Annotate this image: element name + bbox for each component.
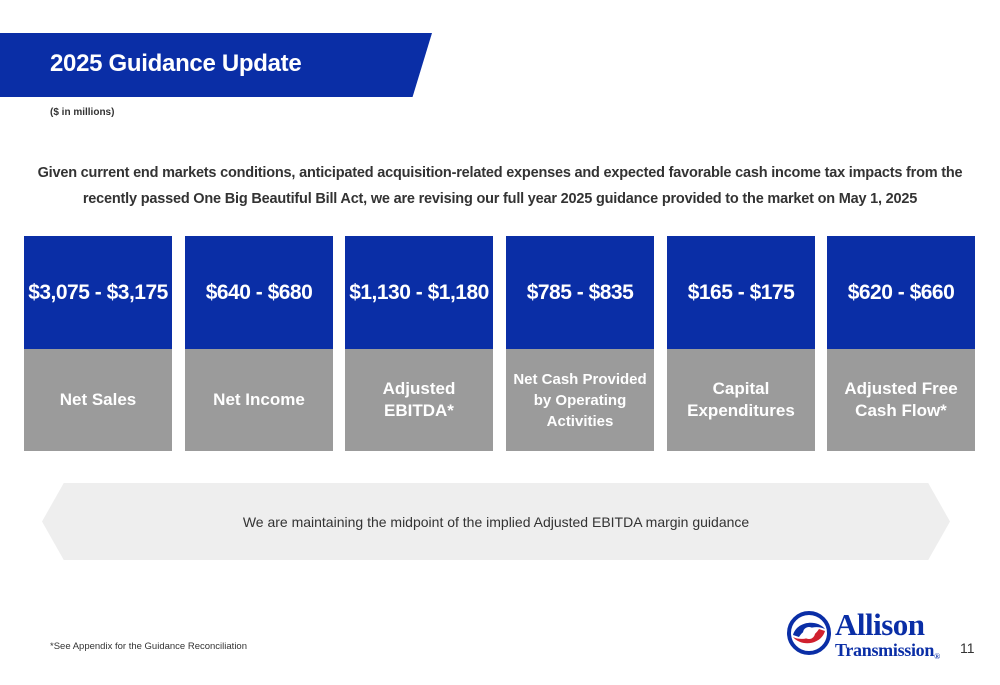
card-value: $3,075 - $3,175 xyxy=(24,236,172,349)
logo-wordmark-line2-text: Transmission xyxy=(835,640,935,660)
guidance-card-adjusted-free-cash-flow: $620 - $660 Adjusted Free Cash Flow* xyxy=(827,236,975,451)
card-label: Net Cash Provided by Operating Activitie… xyxy=(506,349,654,451)
page-title: 2025 Guidance Update xyxy=(50,50,302,77)
logo-wordmark-line2: Transmission® xyxy=(835,640,940,661)
guidance-card-net-cash-provided: $785 - $835 Net Cash Provided by Operati… xyxy=(506,236,654,451)
logo-wordmark-line1: Allison xyxy=(835,607,925,642)
card-value: $785 - $835 xyxy=(506,236,654,349)
guidance-card-net-sales: $3,075 - $3,175 Net Sales xyxy=(24,236,172,451)
card-label: Capital Expenditures xyxy=(667,349,815,451)
title-band xyxy=(0,33,432,97)
guidance-card-adjusted-ebitda: $1,130 - $1,180 Adjusted EBITDA* xyxy=(345,236,493,451)
logo-registered-mark: ® xyxy=(934,652,940,661)
guidance-cards: $3,075 - $3,175 Net Sales $640 - $680 Ne… xyxy=(24,236,976,451)
card-value: $640 - $680 xyxy=(185,236,333,349)
intro-text: Given current end markets conditions, an… xyxy=(37,165,963,207)
card-label: Adjusted Free Cash Flow* xyxy=(827,349,975,451)
banner-shape xyxy=(42,483,950,560)
card-value: $620 - $660 xyxy=(827,236,975,349)
allison-emblem-icon xyxy=(787,611,831,655)
card-value: $1,130 - $1,180 xyxy=(345,236,493,349)
card-label: Net Income xyxy=(185,349,333,451)
card-value: $165 - $175 xyxy=(667,236,815,349)
guidance-card-net-income: $640 - $680 Net Income xyxy=(185,236,333,451)
page-number: 11 xyxy=(960,640,975,656)
units-note: ($ in millions) xyxy=(50,107,115,118)
footnote: *See Appendix for the Guidance Reconcili… xyxy=(50,641,247,652)
allison-transmission-logo: Allison Transmission® xyxy=(787,607,957,663)
card-label: Net Sales xyxy=(24,349,172,451)
banner-text: We are maintaining the midpoint of the i… xyxy=(242,513,750,530)
card-label: Adjusted EBITDA* xyxy=(345,349,493,451)
guidance-card-capital-expenditures: $165 - $175 Capital Expenditures xyxy=(667,236,815,451)
